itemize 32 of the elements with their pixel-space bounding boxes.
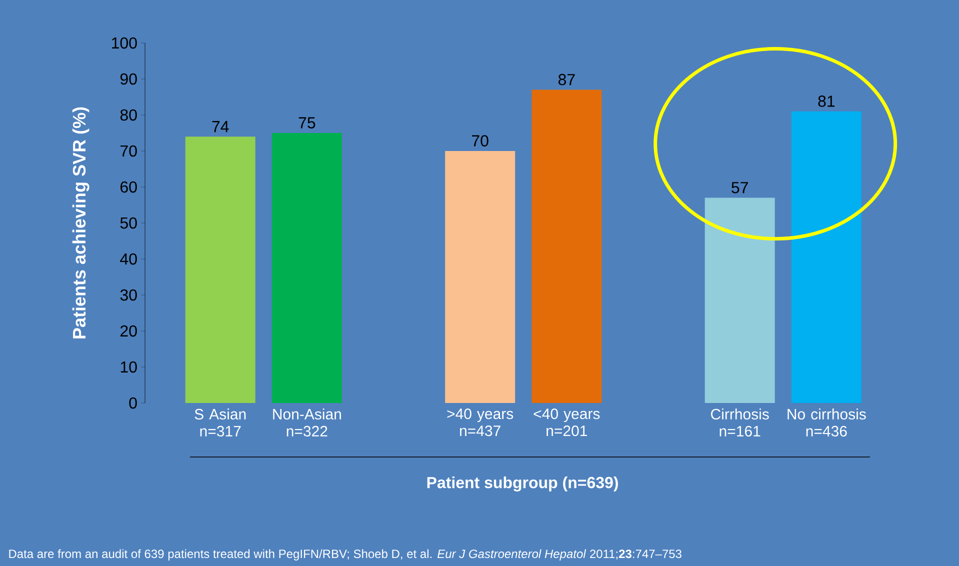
x-tick-label: Non-Asian n=322 (273, 408, 341, 437)
data-label: 75 (298, 117, 316, 128)
bar (445, 150, 516, 403)
bar (704, 198, 775, 403)
y-tick-label: 0 (129, 397, 137, 409)
data-label: 70 (472, 135, 488, 146)
x-tick-label: >40 years n=437 (447, 408, 514, 436)
y-tick-label: 80 (120, 109, 137, 121)
bar (185, 136, 256, 403)
y-tick-label: 70 (120, 145, 137, 157)
y-tick-label: 100 (112, 37, 137, 49)
y-tick-label: 30 (120, 289, 137, 301)
data-label: 81 (818, 96, 835, 107)
data-label: 74 (212, 121, 229, 132)
x-tick-label: S Asian n=317 (194, 408, 246, 437)
y-tick-label: 50 (120, 217, 137, 229)
bar (532, 90, 602, 403)
y-tick-label: 60 (120, 181, 137, 193)
data-label: 57 (732, 182, 748, 194)
y-tick-label: 40 (120, 253, 137, 265)
data-label: 87 (558, 74, 575, 86)
y-axis-title: Patients achieving SVR (%) (72, 107, 90, 338)
text: Data are from an audit of 639 patients treated with PegIFN/RBV; Shoeb D, et al. Eur J Gastroenterol Hepatol 2011;23:747–753 (9, 549, 682, 560)
x-tick-label: No cirrhosis n=436 (788, 408, 866, 437)
y-tick-label: 10 (120, 361, 137, 373)
x-tick-label: Cirrhosis n=161 (711, 408, 769, 437)
bar (272, 132, 342, 403)
y-tick-label: 90 (120, 73, 137, 85)
x-axis-title: Patient subgroup (n=639) (427, 476, 618, 492)
x-tick-label: <40 years n=201 (534, 408, 600, 436)
bar (791, 111, 862, 403)
y-tick-label: 20 (120, 325, 137, 337)
